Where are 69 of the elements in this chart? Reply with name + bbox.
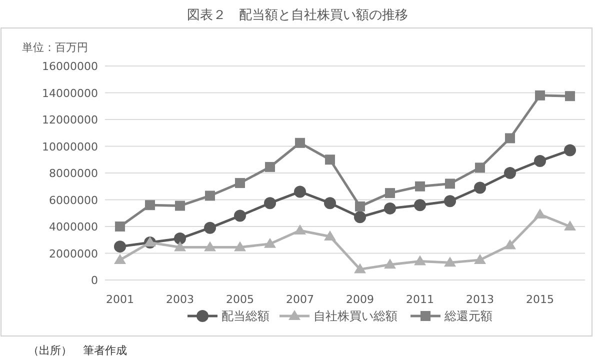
point <box>565 91 575 102</box>
point <box>205 190 215 201</box>
point <box>235 178 245 188</box>
point <box>535 90 545 100</box>
point <box>564 220 576 230</box>
point <box>265 162 275 172</box>
x-tick-label: 2013 <box>466 293 494 306</box>
point <box>474 254 486 264</box>
point <box>354 263 366 274</box>
y-axis-title: 単位：百万円 <box>22 41 88 54</box>
point <box>384 202 396 214</box>
point <box>294 224 306 235</box>
y-tick-label: 4000000 <box>49 220 98 234</box>
point <box>415 181 425 192</box>
x-tick-label: 2005 <box>226 293 254 306</box>
point <box>444 256 456 267</box>
point <box>114 240 126 253</box>
point <box>114 254 126 264</box>
point <box>234 241 246 252</box>
point <box>414 255 426 266</box>
point <box>354 211 366 224</box>
point <box>414 199 426 212</box>
point <box>325 154 335 165</box>
point <box>474 182 486 194</box>
point <box>324 230 336 241</box>
y-tick-label: 6000000 <box>49 194 98 207</box>
y-tick-label: 2000000 <box>49 247 98 260</box>
legend-label: 配当総額 <box>222 309 270 323</box>
point <box>444 195 456 208</box>
point <box>115 222 125 232</box>
point <box>504 167 516 179</box>
y-tick-label: 8000000 <box>49 167 98 180</box>
point <box>204 222 216 234</box>
point <box>564 144 576 156</box>
point <box>294 186 306 198</box>
point <box>264 197 276 210</box>
y-tick-label: 0 <box>91 274 98 287</box>
point <box>384 258 396 269</box>
legend-label: 総還元額 <box>444 309 492 323</box>
point <box>175 200 185 211</box>
point <box>324 197 336 210</box>
point <box>204 241 216 252</box>
y-tick-label: 10000000 <box>42 140 98 154</box>
point <box>355 201 365 212</box>
legend-label: 自社株買い総額 <box>314 309 398 323</box>
point <box>234 210 246 222</box>
point <box>505 133 515 144</box>
point <box>264 238 276 248</box>
y-tick-label: 16000000 <box>42 60 98 73</box>
point <box>295 138 305 148</box>
x-tick-label: 2001 <box>106 293 134 306</box>
x-tick-label: 2015 <box>526 293 554 306</box>
point <box>475 162 485 173</box>
chart-title: 図表２ 配当額と自社株買い額の推移 <box>187 8 408 23</box>
point <box>174 232 186 245</box>
y-tick-label: 14000000 <box>42 86 98 100</box>
point <box>145 200 155 210</box>
point <box>534 208 546 218</box>
x-tick-label: 2009 <box>346 293 374 306</box>
x-tick-label: 2011 <box>406 293 434 306</box>
text: （出所） 筆者作成 <box>28 344 127 357</box>
x-tick-label: 2003 <box>166 293 194 306</box>
point <box>174 241 186 252</box>
x-tick-label: 2007 <box>286 293 314 306</box>
y-tick-label: 12000000 <box>42 114 98 126</box>
point <box>385 188 395 198</box>
point <box>445 178 455 189</box>
point <box>534 154 546 167</box>
point <box>504 239 516 250</box>
